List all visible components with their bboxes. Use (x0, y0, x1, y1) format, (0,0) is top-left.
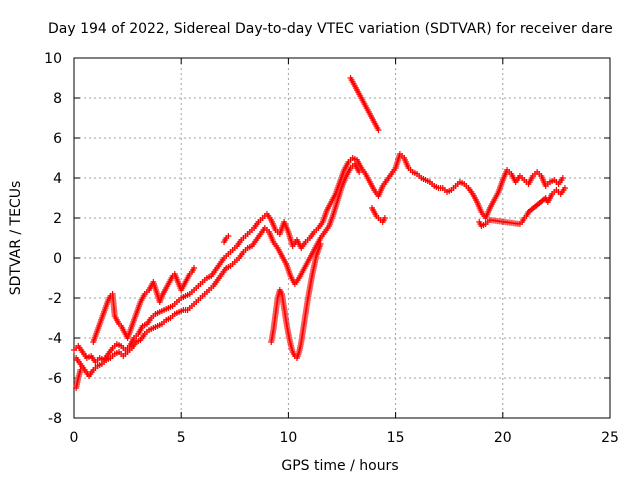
x-tick-label: 15 (387, 430, 405, 446)
y-axis-label: SDTVAR / TECUs (8, 181, 24, 296)
data-point (225, 233, 232, 239)
tick-labels-layer: 0 5 10 15 20 25 -8 -6 -4 -2 0 2 4 6 8 10 (44, 51, 619, 446)
data-point (381, 215, 388, 221)
data-point (77, 367, 84, 373)
x-tick-label: 25 (601, 430, 619, 446)
y-tick-label: -6 (48, 371, 62, 387)
series-mid-dip (268, 241, 324, 361)
data-point (561, 185, 568, 191)
x-tick-label: 5 (177, 430, 186, 446)
y-tick-label: -8 (48, 411, 62, 427)
series-early-bursts (90, 265, 198, 345)
data-point (356, 169, 363, 175)
data-point (317, 241, 324, 247)
data-point (375, 127, 382, 133)
series-peak-drop (347, 75, 382, 133)
grid-layer (74, 58, 610, 418)
plot-frame (73, 57, 611, 419)
x-tick-label: 0 (70, 430, 79, 446)
y-tick-label: 4 (53, 171, 62, 187)
y-tick-label: 2 (53, 211, 62, 227)
y-tick-label: 8 (53, 91, 62, 107)
x-tick-label: 10 (279, 430, 297, 446)
data-point (191, 265, 198, 271)
chart-title: Day 194 of 2022, Sidereal Day-to-day VTE… (48, 21, 613, 37)
x-tick-label: 20 (494, 430, 512, 446)
data-layer (71, 75, 568, 391)
data-point (559, 175, 566, 181)
ticks-layer (73, 57, 611, 419)
y-tick-label: -2 (48, 291, 62, 307)
series-small-clusters (73, 185, 568, 391)
y-tick-label: -4 (48, 331, 62, 347)
y-tick-label: 6 (53, 131, 62, 147)
y-tick-label: 0 (53, 251, 62, 267)
y-tick-label: 10 (44, 51, 62, 67)
x-axis-label: GPS time / hours (281, 458, 398, 474)
